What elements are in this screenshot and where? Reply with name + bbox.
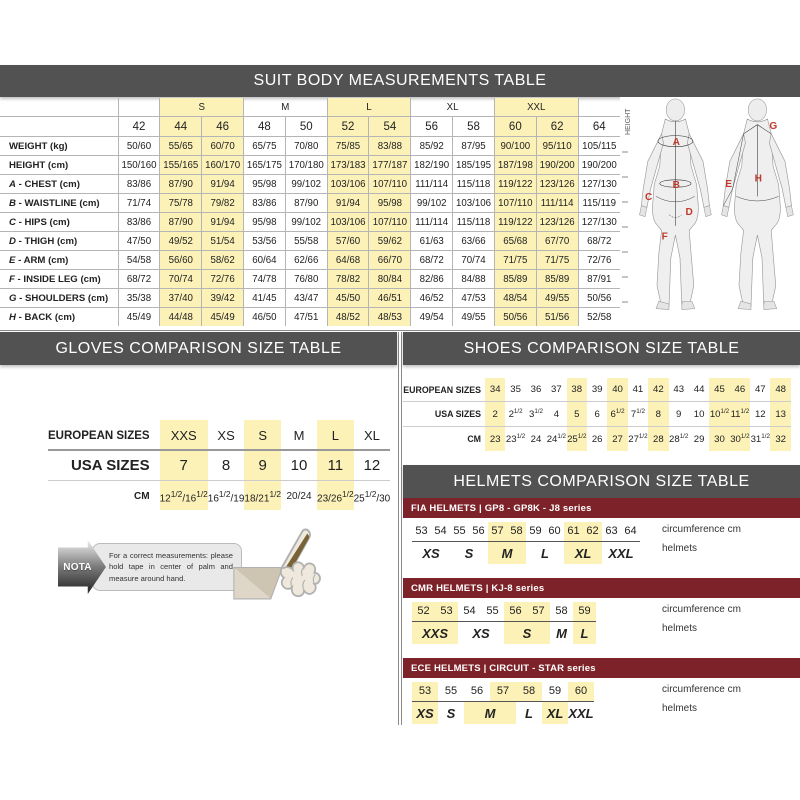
svg-text:C: C <box>645 192 653 203</box>
svg-text:E: E <box>725 179 732 190</box>
svg-text:D: D <box>686 207 693 218</box>
svg-text:A: A <box>673 137 681 148</box>
svg-text:H: H <box>755 174 762 185</box>
svg-text:F: F <box>662 232 668 243</box>
svg-text:G: G <box>769 121 777 132</box>
svg-text:HEIGHT: HEIGHT <box>625 108 632 135</box>
svg-text:B: B <box>673 180 680 191</box>
